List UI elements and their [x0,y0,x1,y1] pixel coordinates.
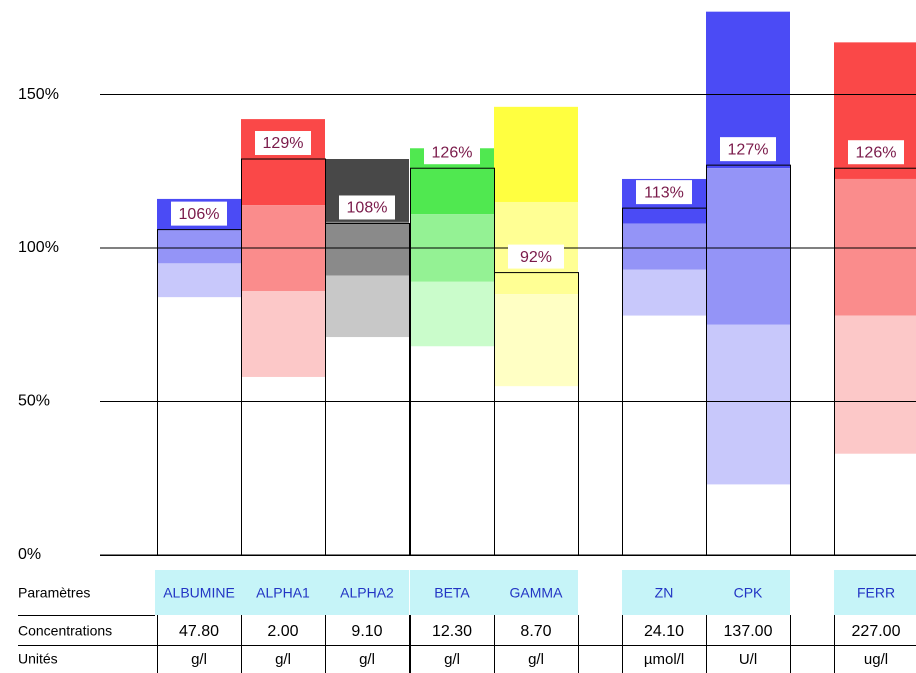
y-tick-label: 0% [18,546,41,563]
param-cell [494,570,578,615]
unit: g/l [528,651,544,668]
range-band [706,324,790,485]
range-band [834,315,916,454]
unit: g/l [191,651,207,668]
unit: U/l [739,651,757,668]
value-label: 106% [179,206,220,223]
param-label: ALBUMINE [163,585,235,601]
param-label: ALPHA2 [340,585,394,601]
row-label: Concentrations [18,623,112,639]
range-band [241,291,325,377]
value-label: 127% [728,141,769,158]
concentration: 2.00 [267,623,298,640]
param-cell [410,570,494,615]
range-band [494,106,578,202]
concentration: 9.10 [351,623,382,640]
param-label: GAMMA [510,585,564,601]
concentration: 227.00 [852,623,901,640]
value-label: 113% [644,184,684,201]
value-label-box [255,131,311,156]
param-cell [155,570,241,615]
param-label: ZN [655,585,674,601]
concentration: 137.00 [724,623,773,640]
range-band [325,221,409,276]
param-cell [834,570,916,615]
y-tick-label: 150% [18,86,59,103]
concentration: 12.30 [432,623,472,640]
range-band [622,223,706,270]
unit: g/l [275,651,291,668]
range-band [157,229,241,264]
unit: g/l [359,651,375,668]
range-band [622,269,706,316]
concentration: 47.80 [179,623,219,640]
param-label: CPK [734,585,763,601]
y-tick-label: 50% [18,393,50,410]
value-label-box [508,244,564,269]
value-label-box [848,140,904,165]
unit: g/l [444,651,460,668]
param-label: BETA [434,585,470,601]
value-label: 129% [263,135,304,152]
value-label: 126% [856,144,897,161]
range-band [834,178,916,316]
range-band [325,275,409,338]
unit: ug/l [864,651,888,668]
range-band [494,294,578,387]
value-label-box [636,180,692,205]
param-cell [241,570,325,615]
unit: µmol/l [644,651,684,668]
value-label: 108% [347,200,388,217]
row-label: Unités [18,651,58,667]
param-cell [325,570,409,615]
range-band [706,168,790,325]
concentration: 8.70 [520,623,551,640]
range-band [157,263,241,298]
param-label: ALPHA1 [256,585,310,601]
concentration: 24.10 [644,623,684,640]
row-label: Paramètres [18,585,90,601]
value-label-box [720,137,776,162]
value-label-box [171,201,227,226]
y-tick-label: 100% [18,239,59,256]
param-cell [706,570,790,615]
param-cell [622,570,706,615]
range-band [410,281,494,347]
value-label-box [424,140,480,165]
param-label: FERR [857,585,895,601]
value-label: 92% [520,249,552,266]
value-label: 126% [432,144,473,161]
value-label-box [339,195,395,220]
